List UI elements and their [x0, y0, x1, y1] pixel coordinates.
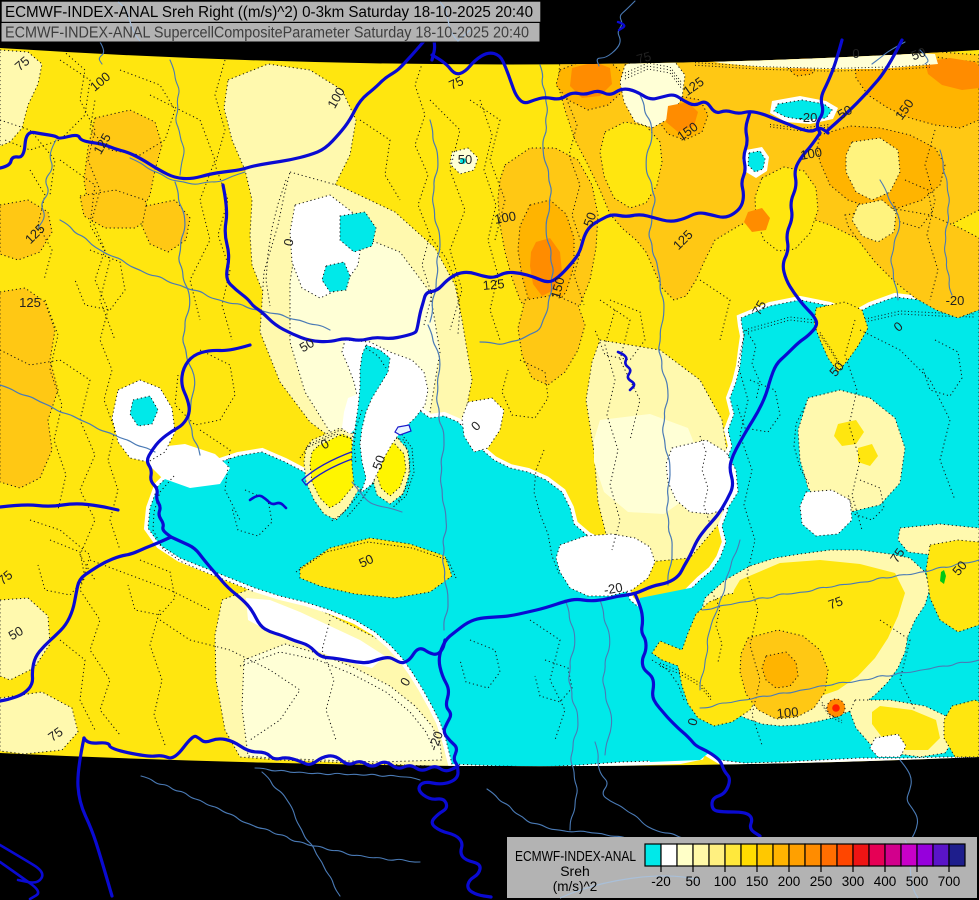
svg-text:75: 75	[887, 545, 908, 565]
svg-text:50: 50	[580, 210, 599, 229]
svg-text:50: 50	[6, 623, 26, 643]
svg-text:50: 50	[297, 335, 317, 355]
svg-text:50: 50	[369, 453, 388, 472]
svg-text:75: 75	[826, 593, 845, 612]
svg-text:ECMWF-INDEX-ANAL SupercellComp: ECMWF-INDEX-ANAL SupercellCompositeParam…	[5, 25, 529, 42]
svg-text:500: 500	[906, 874, 929, 889]
svg-text:700: 700	[938, 874, 961, 889]
svg-text:0: 0	[852, 46, 859, 61]
svg-text:-20: -20	[603, 580, 624, 598]
svg-text:Sreh: Sreh	[560, 863, 590, 879]
svg-text:75: 75	[635, 49, 653, 67]
svg-text:50: 50	[835, 102, 855, 122]
svg-text:75: 75	[749, 298, 769, 318]
svg-text:-20: -20	[799, 110, 818, 125]
svg-text:100: 100	[799, 144, 823, 163]
svg-text:75: 75	[45, 724, 65, 745]
svg-text:(m/s)^2: (m/s)^2	[553, 879, 598, 894]
svg-text:400: 400	[874, 874, 897, 889]
svg-text:250: 250	[810, 874, 833, 889]
svg-text:50: 50	[909, 44, 928, 63]
svg-text:200: 200	[778, 874, 801, 889]
svg-text:ECMWF-INDEX-ANAL Sreh Right ((: ECMWF-INDEX-ANAL Sreh Right ((m/s)^2) 0-…	[5, 4, 533, 21]
svg-text:ECMWF-INDEX-ANAL: ECMWF-INDEX-ANAL	[515, 849, 636, 865]
svg-text:300: 300	[842, 874, 865, 889]
svg-text:150: 150	[746, 874, 769, 889]
svg-text:75: 75	[446, 73, 465, 93]
svg-text:100: 100	[776, 704, 799, 721]
svg-text:-20: -20	[651, 874, 671, 889]
svg-text:125: 125	[482, 276, 505, 293]
svg-text:100: 100	[493, 208, 517, 227]
svg-text:50: 50	[356, 551, 375, 571]
svg-text:-20: -20	[946, 293, 965, 308]
svg-text:100: 100	[714, 874, 737, 889]
svg-text:0: 0	[281, 237, 297, 247]
svg-text:150: 150	[548, 275, 568, 300]
svg-text:50: 50	[685, 874, 700, 889]
svg-text:125: 125	[19, 295, 41, 310]
svg-text:50: 50	[458, 152, 472, 167]
svg-text:-20: -20	[426, 729, 447, 752]
svg-text:0: 0	[684, 716, 700, 727]
